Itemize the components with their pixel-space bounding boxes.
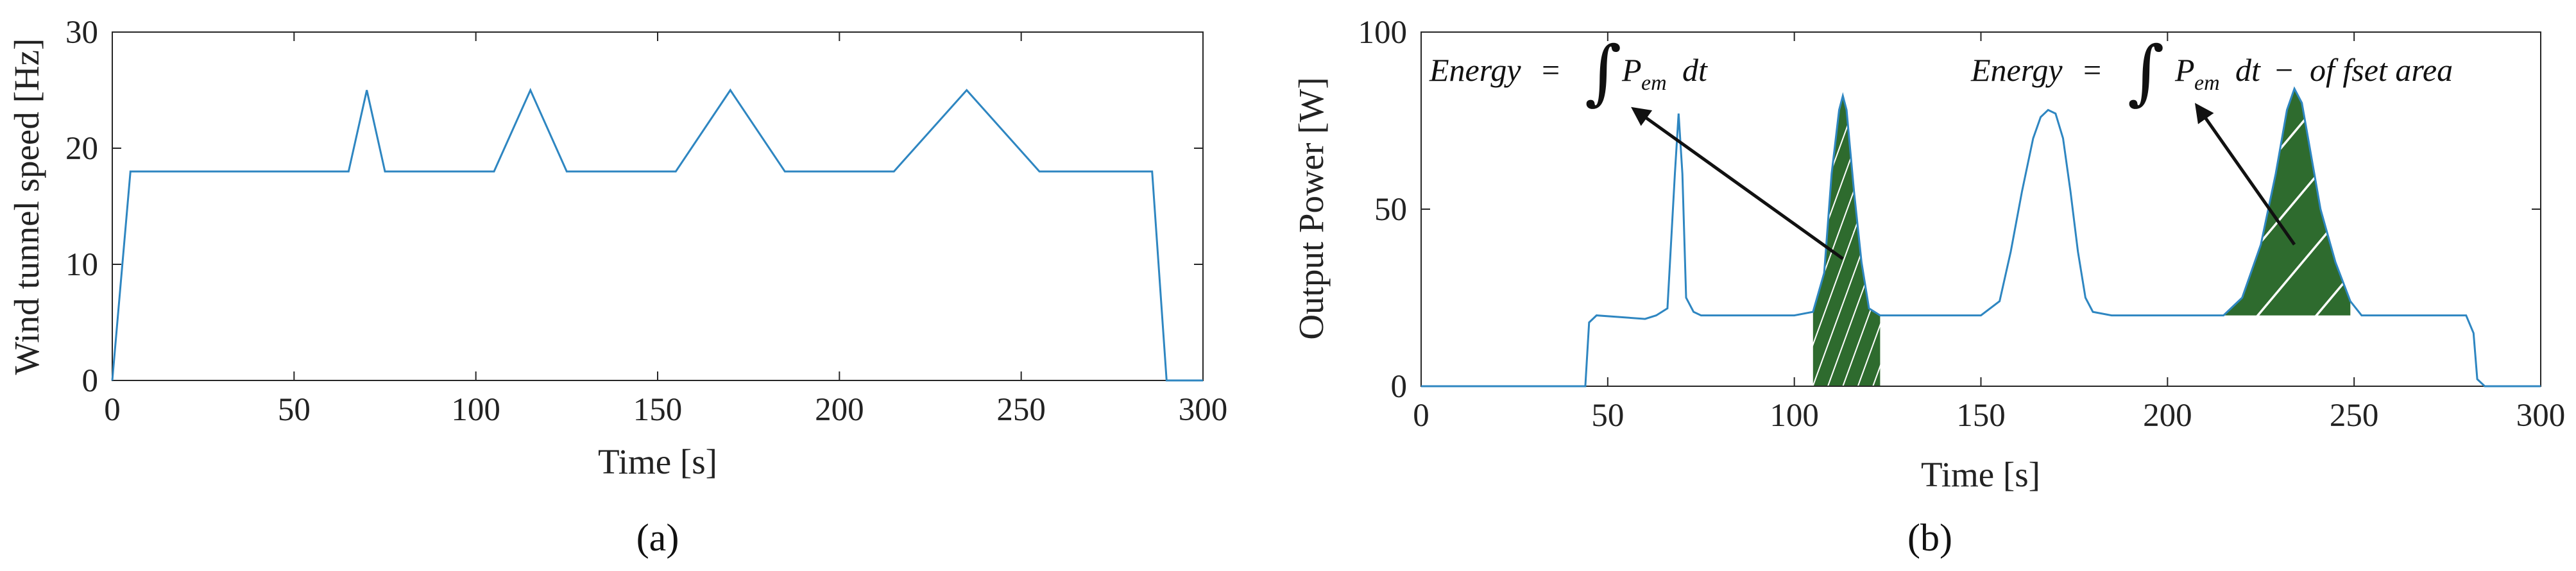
chart-a-ytick-label: 0 bbox=[82, 363, 99, 399]
formula-1-integral: ∫ bbox=[1585, 31, 1621, 113]
chart-a-frame bbox=[112, 31, 1204, 381]
formula-1-subscript: em bbox=[1641, 71, 1667, 95]
chart-b-xlabel: Time [s] bbox=[1921, 455, 2040, 494]
chart-b-xtick-label: 100 bbox=[1770, 398, 1819, 434]
chart-b-xtick-label: 150 bbox=[1956, 398, 2006, 434]
chart-a-xtick-label: 150 bbox=[633, 392, 683, 428]
chart-a-xtick-label: 250 bbox=[996, 392, 1046, 428]
chart-b-xtick-label: 0 bbox=[1413, 398, 1429, 434]
chart-a-ticks: 0 50 100 150 200 250 300 0 10 20 30 bbox=[65, 15, 1227, 428]
formula-1-equals: = bbox=[1542, 52, 1560, 88]
annotation-arrow-2 bbox=[2194, 103, 2296, 246]
chart-a-xtick-label: 200 bbox=[815, 392, 864, 428]
chart-b-ytick-label: 100 bbox=[1358, 15, 1408, 51]
chart-a-ytick-label: 20 bbox=[65, 131, 98, 167]
formula-1-p: P bbox=[1621, 52, 1642, 88]
annotation-arrow-1 bbox=[1631, 107, 1844, 260]
formula-2-dt: dt bbox=[2235, 52, 2261, 88]
chart-a-ytick-label: 30 bbox=[65, 15, 98, 51]
formula-1-energy: Energy bbox=[1429, 52, 1521, 88]
formula-2-minus: − bbox=[2275, 52, 2293, 88]
chart-b-xtick-label: 200 bbox=[2143, 398, 2192, 434]
formula-2-subscript: em bbox=[2194, 71, 2220, 95]
formula-2-offset-area: of fset area bbox=[2310, 52, 2453, 88]
chart-a-xlabel: Time [s] bbox=[598, 442, 717, 481]
chart-a-xtick-label: 50 bbox=[278, 392, 311, 428]
chart-b-xtick-label: 50 bbox=[1591, 398, 1624, 434]
panel-label-a: (a) bbox=[636, 516, 679, 559]
formula-2-equals: = bbox=[2083, 52, 2101, 88]
chart-a-xtick-label: 300 bbox=[1179, 392, 1228, 428]
chart-a-ylabel: Wind tunnel speed [Hz] bbox=[7, 38, 46, 375]
annotation-formula-1: Energy = ∫ P em dt bbox=[1429, 31, 1708, 113]
chart-b-ticks: 0 50 100 150 200 250 300 0 50 100 bbox=[1358, 15, 2566, 434]
chart-a: 0 50 100 150 200 250 300 0 10 20 30 Time [s] Wind … bbox=[7, 15, 1227, 559]
formula-1-dt: dt bbox=[1682, 52, 1708, 88]
panel-label-b: (b) bbox=[1907, 516, 1952, 559]
chart-b-xtick-label: 250 bbox=[2330, 398, 2379, 434]
chart-b-ytick-label: 0 bbox=[1391, 369, 1408, 405]
chart-a-xtick-label: 100 bbox=[451, 392, 500, 428]
chart-a-xtick-label: 0 bbox=[104, 392, 121, 428]
annotation-formula-2: Energy = ∫ P em dt − of fset area bbox=[1970, 31, 2453, 113]
formula-2-integral: ∫ bbox=[2128, 31, 2164, 113]
chart-a-ytick-label: 10 bbox=[65, 247, 98, 283]
chart-b: 0 50 100 150 200 250 300 0 50 100 Energy = ∫ P em… bbox=[1292, 15, 2565, 559]
chart-b-series-line bbox=[1421, 86, 2541, 388]
offset-energy-fill-area bbox=[2223, 89, 2351, 316]
chart-b-ylabel: Output Power [W] bbox=[1292, 77, 1331, 339]
formula-2-p: P bbox=[2174, 52, 2195, 88]
chart-b-xtick-label: 300 bbox=[2516, 398, 2566, 434]
formula-2-energy: Energy bbox=[1970, 52, 2063, 88]
energy-fill-area bbox=[1813, 96, 1881, 386]
chart-b-ytick-label: 50 bbox=[1374, 192, 1407, 228]
chart-a-series-line bbox=[111, 87, 1203, 382]
